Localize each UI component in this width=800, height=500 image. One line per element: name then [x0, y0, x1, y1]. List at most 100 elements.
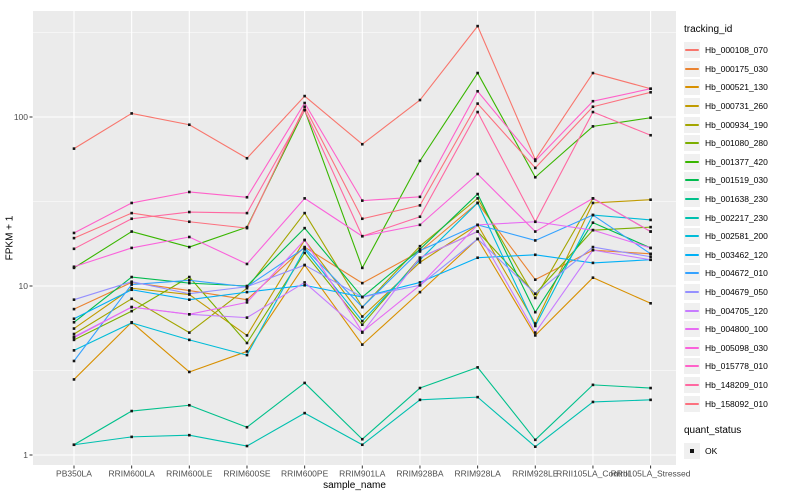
- legend-item-label: Hb_002217_230: [705, 212, 768, 223]
- data-point: [649, 252, 652, 256]
- legend-key-box: [684, 358, 700, 375]
- panel-background: [33, 11, 676, 465]
- data-point: [533, 331, 537, 334]
- legend-item-Hb_004679_050: Hb_004679_050: [684, 283, 798, 302]
- legend-item-label: Hb_004672_010: [705, 268, 768, 279]
- data-point: [72, 349, 76, 352]
- data-point: [303, 381, 306, 385]
- data-point: [476, 366, 479, 369]
- data-point: [533, 175, 537, 179]
- x-tick-label: RRIM600LE: [166, 469, 213, 479]
- data-point: [591, 276, 595, 279]
- legend-item-Hb_000108_070: Hb_000108_070: [684, 41, 798, 60]
- data-point: [533, 278, 537, 281]
- legend-title-tracking-id: tracking_id: [684, 24, 733, 35]
- data-point: [303, 108, 306, 112]
- x-tick-label: RRII105LA_Stressed: [611, 469, 691, 479]
- data-point: [591, 197, 595, 200]
- legend-title-quant-status: quant_status: [684, 424, 742, 436]
- data-point: [418, 223, 422, 227]
- data-point: [245, 211, 249, 215]
- data-point: [476, 223, 479, 227]
- data-point: [245, 316, 249, 319]
- data-point: [476, 24, 479, 28]
- data-point: [591, 99, 595, 103]
- data-point: [130, 217, 133, 221]
- data-point: [188, 338, 191, 342]
- data-point: [72, 307, 76, 311]
- data-point: [303, 263, 306, 267]
- legend-key-line-icon: [685, 235, 699, 238]
- x-tick-label: RRIM928BA: [396, 469, 444, 479]
- y-tick-label: 1: [23, 450, 28, 460]
- legend-key-line-icon: [685, 123, 699, 126]
- data-point: [649, 225, 652, 229]
- legend-key-line-icon: [685, 67, 699, 70]
- data-point: [303, 211, 306, 215]
- data-point: [361, 437, 364, 441]
- legend-key-line-icon: [685, 86, 699, 89]
- data-point: [591, 110, 595, 114]
- y-tick-label: 100: [14, 112, 28, 122]
- x-tick-label: RRIM600LA: [109, 469, 156, 479]
- data-point: [130, 275, 133, 279]
- legend-item-Hb_001638_230: Hb_001638_230: [684, 190, 798, 209]
- legend-item-label: OK: [705, 446, 718, 457]
- legend-item-label: Hb_000108_070: [705, 45, 768, 56]
- data-point: [72, 231, 76, 235]
- data-point: [130, 297, 133, 301]
- data-point: [418, 290, 422, 294]
- legend-item-Hb_003462_120: Hb_003462_120: [684, 246, 798, 265]
- data-point: [303, 411, 306, 415]
- legend-item-label: Hb_148209_010: [705, 379, 768, 390]
- data-point: [245, 226, 249, 230]
- data-point: [72, 236, 76, 240]
- legend-item-Hb_004800_100: Hb_004800_100: [684, 320, 798, 339]
- data-point: [533, 322, 537, 325]
- data-point: [188, 403, 191, 407]
- legend-item-label: Hb_004705_120: [705, 305, 768, 316]
- data-point: [130, 246, 133, 250]
- legend-item-Hb_004672_010: Hb_004672_010: [684, 264, 798, 283]
- y-axis-title: FPKM + 1: [4, 215, 16, 261]
- data-point: [72, 298, 76, 301]
- data-point: [303, 238, 306, 242]
- legend-key-box: [684, 79, 700, 96]
- legend-key-box: [684, 60, 700, 77]
- data-point: [245, 301, 249, 304]
- data-point: [130, 309, 133, 313]
- legend-key-line-icon: [685, 365, 699, 368]
- data-point: [303, 247, 306, 251]
- data-point: [361, 295, 364, 299]
- legend-item-label: Hb_004679_050: [705, 287, 768, 298]
- data-point: [245, 262, 249, 266]
- data-point: [418, 204, 422, 207]
- legend-key-box: [684, 153, 700, 170]
- data-point: [533, 310, 537, 314]
- data-point: [72, 327, 76, 330]
- data-point: [591, 201, 595, 205]
- legend-key-line-icon: [685, 309, 699, 312]
- legend-item-label: Hb_158092_010: [705, 398, 768, 409]
- data-point: [361, 217, 364, 221]
- data-point: [130, 288, 133, 292]
- legend-key-box: [684, 284, 700, 301]
- legend-key-box: [684, 395, 700, 412]
- x-tick-label: PB350LA: [56, 469, 92, 479]
- legend-key-line-icon: [685, 49, 699, 52]
- data-point: [418, 159, 422, 163]
- legend-key-line-icon: [685, 179, 699, 182]
- data-point: [245, 286, 249, 290]
- data-point: [591, 221, 595, 224]
- data-point: [245, 156, 249, 160]
- data-point: [361, 142, 364, 146]
- legend-item-Hb_015778_010: Hb_015778_010: [684, 357, 798, 376]
- data-point: [591, 213, 595, 217]
- data-point: [245, 290, 249, 294]
- legend-key-line-icon: [685, 198, 699, 201]
- x-axis-title: sample_name: [323, 480, 386, 491]
- legend-key-line-icon: [685, 253, 699, 256]
- data-point: [361, 281, 364, 285]
- legend-key-box: [684, 98, 700, 115]
- data-point: [591, 261, 595, 265]
